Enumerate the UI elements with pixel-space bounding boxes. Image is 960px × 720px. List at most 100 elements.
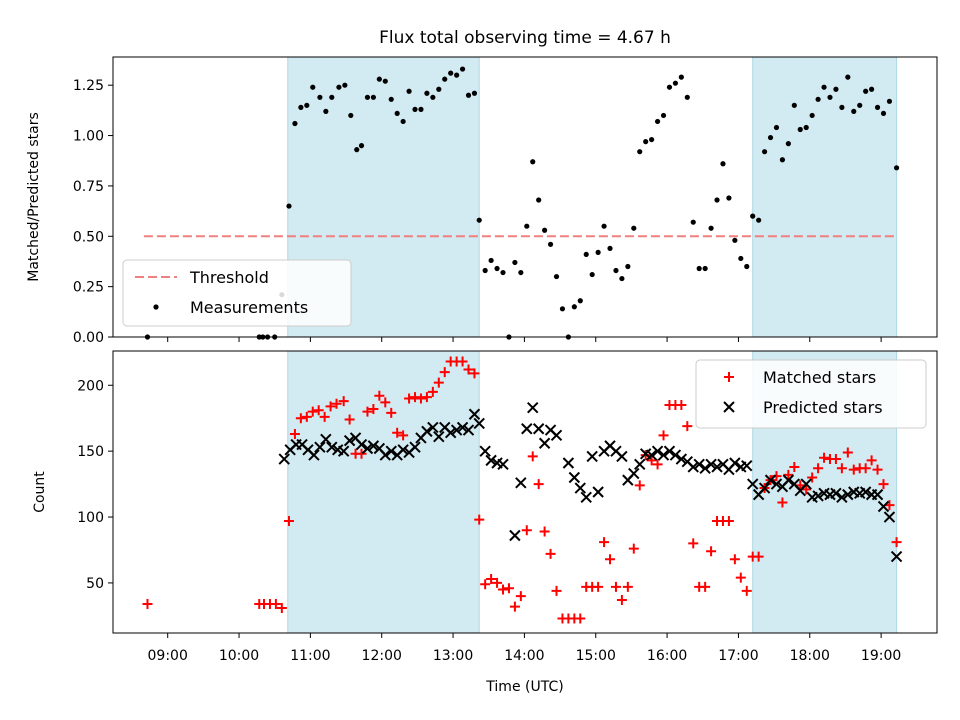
- x-tick-label: 17:00: [718, 648, 758, 664]
- data-point: [797, 126, 803, 133]
- data-point: [326, 441, 338, 453]
- data-point: [613, 267, 619, 274]
- data-point: [463, 364, 474, 375]
- data-point: [800, 478, 812, 490]
- data-point: [767, 134, 774, 141]
- data-point: [866, 455, 877, 466]
- data-point: [658, 430, 669, 441]
- data-point: [654, 118, 661, 125]
- data-point: [427, 421, 439, 434]
- data-point: [533, 479, 544, 490]
- data-point: [777, 497, 788, 508]
- x-tick-label: 12:00: [362, 648, 402, 664]
- plot-frame: [112, 350, 938, 634]
- data-point: [706, 546, 717, 557]
- x-tick-label: 18:00: [790, 648, 830, 664]
- data-point: [421, 425, 433, 438]
- data-point: [682, 421, 693, 432]
- data-point: [427, 386, 438, 397]
- data-point: [758, 482, 771, 494]
- data-point: [289, 429, 300, 440]
- data-point: [714, 197, 720, 203]
- data-point: [599, 537, 610, 548]
- data-point: [601, 223, 607, 229]
- data-point: [616, 595, 627, 606]
- data-point: [646, 455, 657, 466]
- x-tick-label: 10:00: [219, 648, 259, 664]
- data-point: [450, 424, 463, 436]
- panel-ratio: 0.00 0.25 0.50 0.75 1.00 1.25 Matched/Predicte…: [26, 56, 938, 346]
- data-point: [785, 141, 791, 147]
- data-point: [634, 480, 645, 491]
- data-point: [278, 453, 290, 465]
- x-tick-label: 19:00: [861, 648, 901, 664]
- data-point: [746, 478, 759, 490]
- data-point: [605, 554, 616, 565]
- data-point: [571, 304, 577, 310]
- data-point: [376, 76, 382, 82]
- data-point: [607, 245, 613, 251]
- data-point: [551, 585, 562, 596]
- data-point: [358, 143, 365, 149]
- data-point: [625, 263, 631, 270]
- data-point: [877, 500, 890, 513]
- x-tick-label: 15:00: [576, 648, 616, 664]
- data-point: [486, 573, 497, 584]
- data-point: [628, 543, 639, 554]
- data-point: [457, 356, 468, 367]
- data-point: [779, 157, 786, 163]
- data-point: [439, 367, 450, 378]
- data-point: [773, 124, 780, 131]
- shaded-interval: [752, 56, 898, 338]
- data-point: [355, 438, 368, 451]
- data-point: [515, 477, 527, 489]
- legend-label: Measurements: [190, 298, 308, 317]
- data-point: [430, 94, 436, 100]
- data-point: [348, 112, 354, 119]
- data-point: [292, 120, 298, 127]
- x-tick-label: 09:00: [148, 648, 188, 664]
- legend-box: [695, 359, 927, 429]
- y-tick-label: 0.50: [73, 229, 104, 245]
- data-point: [842, 447, 853, 458]
- legend-label: Threshold: [189, 268, 269, 287]
- data-point: [821, 84, 827, 90]
- data-point: [482, 267, 488, 274]
- data-point: [575, 613, 586, 624]
- data-point: [562, 457, 575, 469]
- y-tick-label: 1.00: [73, 129, 104, 145]
- data-point: [568, 471, 581, 484]
- data-point: [380, 397, 391, 408]
- data-point: [872, 464, 883, 475]
- y-tick-label: 100: [77, 510, 104, 526]
- data-point: [699, 462, 711, 474]
- data-point: [669, 449, 682, 461]
- chart-title: Flux total observing time = 4.67 h: [379, 28, 671, 48]
- data-point: [857, 102, 863, 108]
- data-point: [729, 457, 741, 469]
- data-point: [298, 104, 304, 110]
- data-point: [361, 442, 374, 455]
- data-point: [619, 275, 625, 282]
- data-point: [827, 94, 833, 100]
- data-point: [338, 396, 349, 407]
- data-point: [498, 584, 509, 595]
- data-point: [480, 579, 491, 590]
- data-point: [539, 526, 550, 537]
- data-point: [497, 458, 509, 471]
- data-point: [886, 98, 893, 104]
- data-point: [684, 94, 690, 100]
- data-point: [538, 437, 551, 449]
- data-point: [711, 461, 723, 473]
- data-point: [476, 217, 482, 223]
- y-axis-label: Count: [32, 471, 48, 513]
- data-point: [385, 445, 397, 457]
- data-point: [803, 124, 809, 131]
- data-point: [891, 537, 902, 548]
- data-point: [815, 96, 821, 102]
- data-point: [374, 390, 385, 401]
- data-point: [494, 265, 500, 272]
- data-point: [286, 203, 292, 209]
- data-point: [314, 441, 326, 453]
- data-point: [509, 601, 520, 612]
